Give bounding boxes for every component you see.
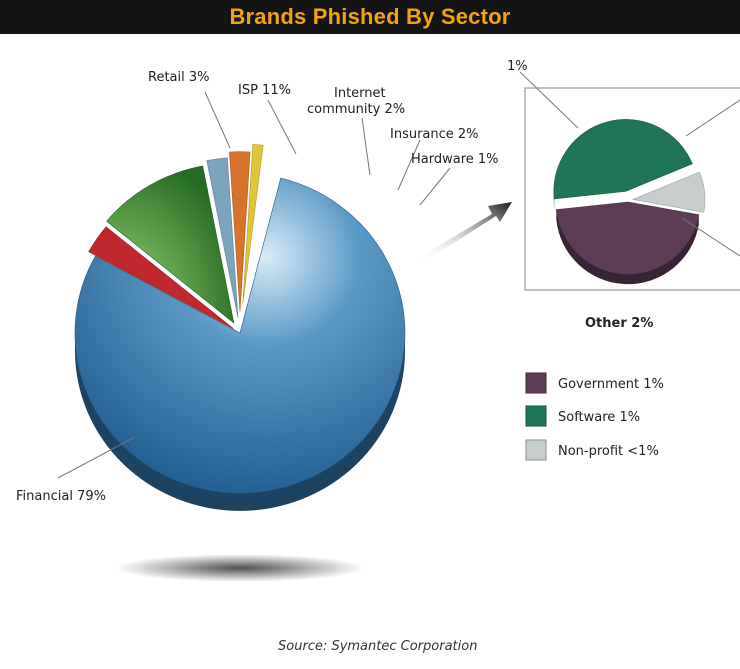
non-profit-leader-line — [685, 99, 740, 137]
slice-government — [555, 201, 700, 275]
retail-leader-line — [204, 91, 231, 149]
label-software-callout: 1% — [507, 59, 528, 74]
legend-swatch-software — [525, 405, 547, 427]
title-bar: Brands Phished By Sector — [0, 0, 740, 34]
slice-hardware — [242, 143, 264, 305]
label-isp: ISP 11% — [238, 83, 291, 98]
label-retail: Retail 3% — [148, 70, 210, 85]
source-note: Source: Symantec Corporation — [278, 639, 477, 654]
hardware-leader-line — [419, 167, 451, 206]
legend-label-software: Software 1% — [558, 410, 640, 425]
label-insurance: Insurance 2% — [390, 127, 479, 142]
label-internet-community-line2: community 2% — [307, 102, 405, 117]
main-pie — [74, 143, 406, 511]
slice-insurance — [229, 151, 251, 312]
slice-financial — [74, 177, 406, 494]
slice-software — [553, 119, 693, 200]
legend-swatch-non-profit — [525, 439, 547, 461]
slice-isp — [106, 165, 235, 324]
slice-side-government — [556, 209, 699, 285]
insurance-leader-line — [397, 139, 421, 191]
label-hardware: Hardware 1% — [411, 152, 499, 167]
software-leader-line — [519, 71, 579, 129]
slice-retail — [88, 226, 234, 329]
legend-label-government: Government 1% — [558, 377, 664, 392]
government-leader-line — [681, 217, 740, 257]
slice-internet-community — [206, 157, 239, 318]
callout-arrow — [418, 202, 512, 262]
internet-community-leader-line — [361, 117, 371, 176]
label-financial: Financial 79% — [16, 489, 106, 504]
slice-non-profit — [631, 171, 706, 213]
pie-shadow — [115, 554, 365, 582]
chart-title: Brands Phished By Sector — [229, 4, 511, 29]
other-pie — [553, 119, 706, 285]
isp-leader-line — [267, 99, 297, 155]
legend-label-non-profit: Non-profit <1% — [558, 444, 659, 459]
other-pie-title: Other 2% — [585, 316, 653, 331]
legend-swatch-government — [525, 372, 547, 394]
financial-leader-line — [57, 436, 136, 479]
label-internet-community-line1: Internet — [334, 86, 386, 101]
